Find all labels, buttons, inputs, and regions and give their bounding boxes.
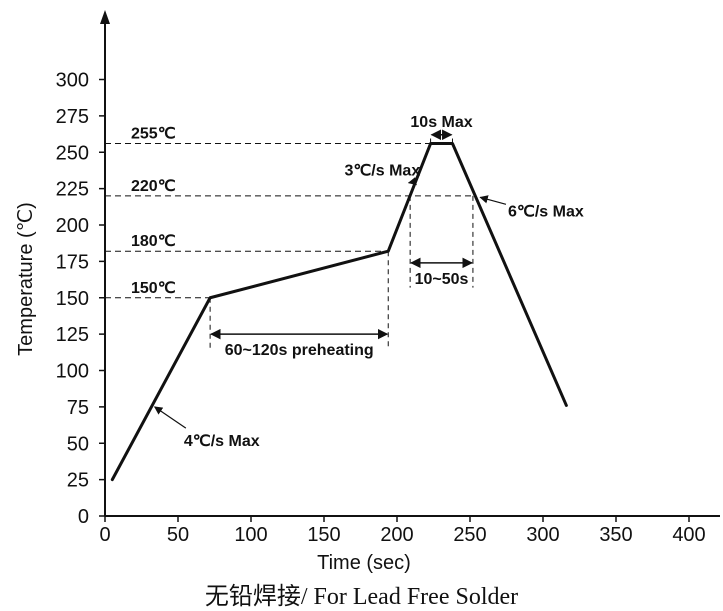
y-tick-label: 175 bbox=[56, 251, 89, 273]
reference-label: 150℃ bbox=[131, 280, 176, 297]
slope-label: 3℃/s Max bbox=[344, 163, 420, 180]
y-tick-label: 50 bbox=[67, 433, 89, 455]
chart-caption: 无铅焊接/ For Lead Free Solder bbox=[0, 576, 723, 611]
y-tick-label: 125 bbox=[56, 324, 89, 346]
slope-pointer bbox=[155, 407, 186, 428]
x-tick-label: 100 bbox=[234, 524, 267, 546]
x-tick-label: 50 bbox=[167, 524, 189, 546]
y-tick-label: 0 bbox=[78, 506, 89, 528]
x-tick-label: 0 bbox=[99, 524, 110, 546]
interval-label: 10s Max bbox=[410, 114, 472, 131]
x-tick-label: 150 bbox=[307, 524, 340, 546]
y-tick-label: 225 bbox=[56, 179, 89, 201]
y-tick-label: 300 bbox=[56, 70, 89, 92]
y-axis-title: Temperature (℃) bbox=[15, 202, 37, 356]
y-tick-label: 75 bbox=[67, 397, 89, 419]
reference-label: 180℃ bbox=[131, 233, 176, 250]
x-tick-label: 350 bbox=[599, 524, 632, 546]
x-tick-label: 300 bbox=[526, 524, 559, 546]
y-axis-arrow bbox=[100, 10, 110, 24]
y-tick-label: 150 bbox=[56, 288, 89, 310]
x-tick-label: 400 bbox=[672, 524, 705, 546]
slope-pointer bbox=[480, 197, 506, 204]
x-tick-label: 250 bbox=[453, 524, 486, 546]
interval-label: 10~50s bbox=[415, 271, 469, 288]
reference-label: 220℃ bbox=[131, 178, 176, 195]
slope-pointer bbox=[409, 182, 415, 183]
x-tick-label: 200 bbox=[380, 524, 413, 546]
annotations: 60~120s preheating 10~50s 10s Max 4℃/s Max 3… bbox=[155, 114, 584, 450]
series-line bbox=[112, 144, 566, 480]
reference-label: 255℃ bbox=[131, 126, 176, 143]
y-tick-label: 250 bbox=[56, 142, 89, 164]
reference-lines: 255℃ 220℃ 180℃ 150℃ bbox=[105, 126, 473, 349]
y-tick-label: 275 bbox=[56, 106, 89, 128]
x-axis-title: Time (sec) bbox=[317, 552, 411, 574]
y-tick-label: 100 bbox=[56, 361, 89, 383]
axes: 0 50 100 150 200 250 300 350 400 0 25 50 75 100 125 150… bbox=[56, 10, 720, 546]
y-tick-label: 25 bbox=[67, 470, 89, 492]
y-tick-label: 200 bbox=[56, 215, 89, 237]
slope-label: 6℃/s Max bbox=[508, 203, 584, 220]
temperature-series bbox=[112, 143, 566, 479]
interval-label: 60~120s preheating bbox=[225, 342, 374, 359]
slope-label: 4℃/s Max bbox=[184, 433, 260, 450]
